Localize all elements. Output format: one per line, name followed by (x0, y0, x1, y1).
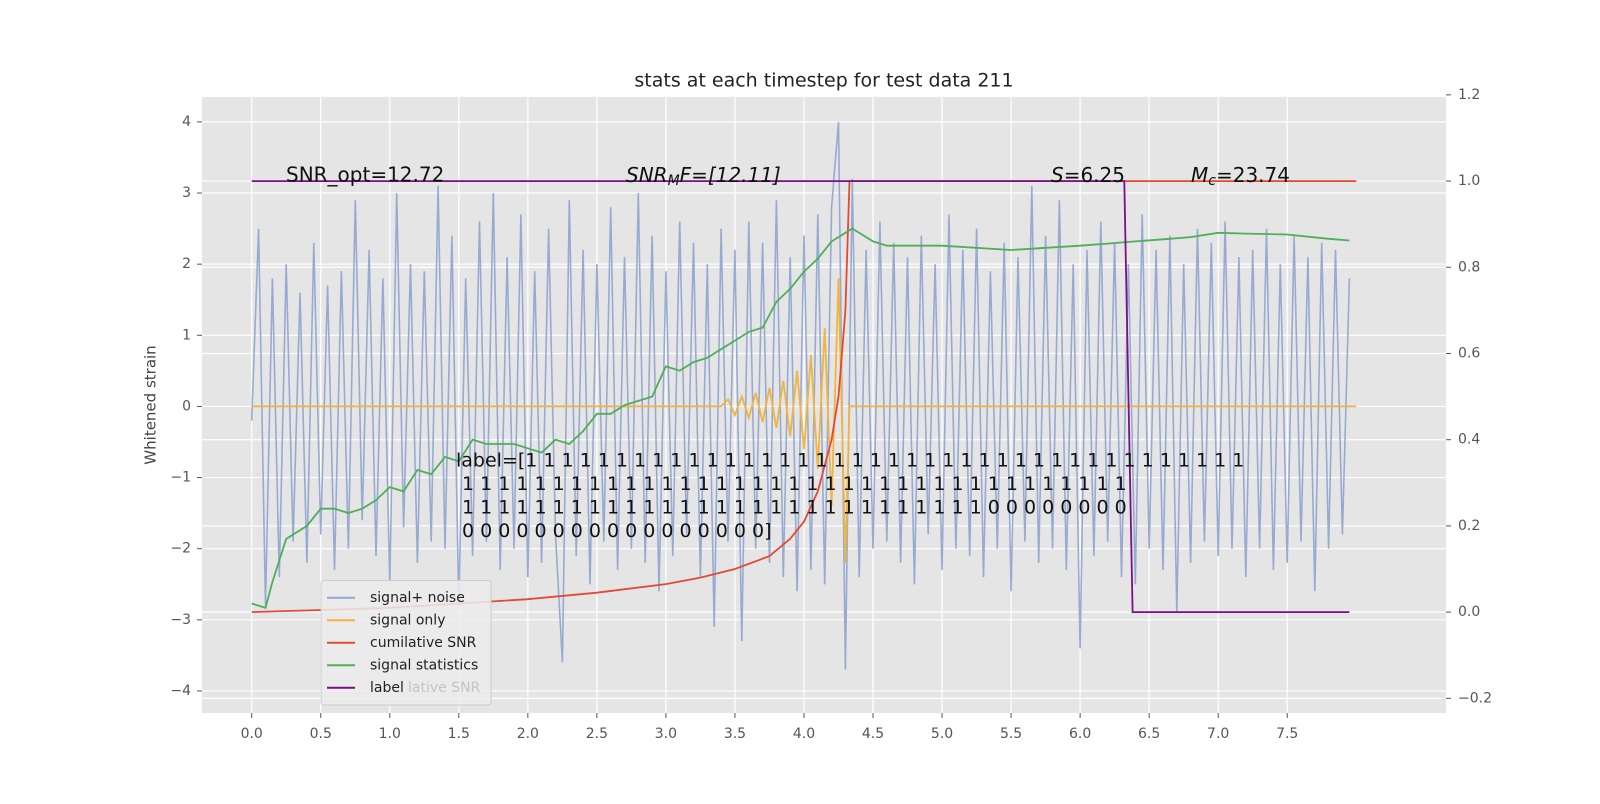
y-tick-label: 3 (182, 185, 191, 201)
annotation-part: =23.74 (1216, 163, 1290, 187)
annotation-sub: c (1208, 173, 1216, 189)
series-lines (250, 121, 1357, 670)
label-line: 1 1 1 1 1 1 1 1 1 1 1 1 1 1 1 1 1 1 1 1 … (462, 497, 1127, 519)
y-tick-label: 4 (182, 114, 191, 130)
annotation-part: =6.25 (1064, 163, 1125, 187)
label-line: 0 0 0 0 0 0 0 0 0 0 0 0 0 0 0 0 0] (462, 520, 772, 542)
series-line (251, 180, 1350, 613)
legend-label: cumilative SNR (370, 635, 477, 651)
annotation-sub: M (668, 173, 680, 189)
annotation: Mc=23.74 (1191, 163, 1290, 190)
x-tick-label: 2.0 (517, 726, 539, 742)
legend-label: label (370, 680, 404, 696)
x-tick-label: 6.0 (1069, 726, 1091, 742)
x-tick-label: 2.5 (586, 726, 608, 742)
y2-tick-label: −0.2 (1458, 690, 1492, 706)
x-tick-label: 7.5 (1276, 726, 1298, 742)
series-line (251, 227, 1350, 609)
chart-title: stats at each timestep for test data 211 (634, 70, 1013, 92)
y2-tick-label: 0.8 (1458, 259, 1480, 275)
label-line: 1 1 1 1 1 1 1 1 1 1 1 1 1 1 1 1 1 1 1 1 … (462, 473, 1127, 495)
y-tick-label: −1 (170, 470, 191, 486)
legend-label: signal statistics (370, 657, 478, 673)
x-tick-label: 5.0 (931, 726, 953, 742)
x-tick-label: 1.0 (379, 726, 401, 742)
legend-box (320, 580, 492, 706)
x-tick-label: 6.5 (1138, 726, 1160, 742)
y-tick-label: 1 (182, 327, 191, 343)
legend: lative SNR signal+ noise signal only cumila… (320, 580, 492, 706)
y2-tick-label: 0.6 (1458, 345, 1480, 361)
legend-label: signal+ noise (370, 590, 465, 606)
y-axis-label: Whitened strain (142, 345, 160, 464)
y2-tick-label: 0.0 (1458, 604, 1480, 620)
annotation-part: F=[12.11] (680, 163, 781, 187)
y2-tick-label: 1.2 (1458, 87, 1480, 103)
y-tick-label: 2 (182, 256, 191, 272)
x-tick-label: 4.5 (862, 726, 884, 742)
x-tick-label: 3.0 (655, 726, 677, 742)
annotation: SNR_opt=12.72 (286, 163, 444, 187)
x-tick-label: 4.0 (793, 726, 815, 742)
y2-tick-label: 0.2 (1458, 518, 1480, 534)
x-tick-label: 7.0 (1207, 726, 1229, 742)
y-tick-label: −3 (170, 612, 191, 628)
x-tick-label: 0.0 (241, 726, 263, 742)
label-text: label=[1 1 1 1 1 1 1 1 1 1 1 1 1 1 1 1 1… (456, 450, 1244, 543)
y-tick-label: 0 (182, 398, 191, 414)
annotation-part: M (1191, 163, 1208, 187)
annotation-part: SNR (626, 163, 668, 187)
x-tick-label: 1.5 (448, 726, 470, 742)
label-line: label=[1 1 1 1 1 1 1 1 1 1 1 1 1 1 1 1 1… (456, 450, 1244, 472)
x-tick-label: 5.5 (1000, 726, 1022, 742)
y-tick-label: −2 (170, 541, 191, 557)
legend-ghost: lative SNR (408, 680, 481, 696)
x-tick-label: 3.5 (724, 726, 746, 742)
annotation-part: S (1051, 163, 1064, 187)
x-tick-label: 0.5 (310, 726, 332, 742)
annotation: S=6.25 (1051, 163, 1125, 187)
y-tick-label: −4 (170, 683, 191, 699)
y2-tick-label: 0.4 (1458, 432, 1480, 448)
annotation: SNRMF=[12.11] (626, 163, 781, 190)
y2-tick-label: 1.0 (1458, 173, 1480, 189)
legend-label: signal only (370, 612, 445, 628)
series-line (251, 278, 1357, 563)
ticks: 0.0 0.5 1.0 1.5 2.0 2.5 3.0 3.5 4.0 4.5 5.0 5.5 6.0 6… (170, 87, 1492, 742)
